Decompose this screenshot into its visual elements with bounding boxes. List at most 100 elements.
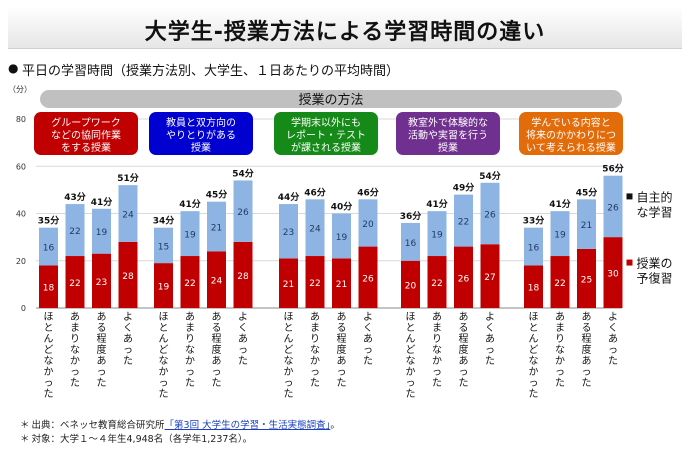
x-tick-label-char: あ: [459, 355, 469, 367]
x-tick-label-char: か: [310, 355, 320, 367]
x-tick-label-char: ん: [44, 333, 54, 345]
x-tick-label-char: な: [432, 344, 442, 356]
x-tick-label-char: ほ: [529, 311, 539, 323]
x-tick-label-char: な: [70, 344, 80, 356]
bar-self-value: 19: [96, 228, 108, 238]
x-tick-label-char: た: [529, 388, 539, 400]
bar-self: [550, 211, 570, 257]
x-tick-label-char: 度: [97, 343, 107, 356]
bar-total-label: 46分: [357, 186, 379, 198]
chart-subtitle: 平日の学習時間（授業方法別、大学生、１日あたりの平均時間）: [22, 64, 400, 79]
x-tick-label-char: な: [406, 355, 416, 367]
bar-prep: [603, 237, 623, 308]
x-tick-label-char: よ: [485, 311, 495, 323]
x-tick-label-char: た: [406, 388, 416, 400]
x-tick-label-char: ど: [406, 344, 416, 356]
x-tick-label-char: っ: [212, 367, 222, 378]
x-tick-label-char: と: [529, 322, 539, 334]
group-label-box: [274, 112, 378, 155]
x-tick-label-char: っ: [406, 378, 416, 389]
x-tick-label-char: ま: [70, 322, 80, 334]
x-tick-label-char: あ: [70, 311, 80, 323]
bar-self: [154, 227, 173, 264]
bar-total-label: 36分: [400, 210, 422, 222]
source-link[interactable]: 「第3回 大学生の学習・生活実態調査」: [164, 420, 331, 431]
legend-label-prep: 授業の: [637, 256, 673, 271]
group-label-box: [149, 112, 253, 155]
y-axis-unit: （分）: [8, 85, 32, 94]
bar-prep-value: 21: [336, 280, 347, 290]
bar-prep-value: 20: [405, 281, 417, 291]
x-tick-label-char: な: [44, 355, 54, 367]
bar-self-value: 26: [607, 203, 619, 213]
x-tick-label-char: っ: [159, 378, 169, 389]
bar-self-value: 21: [581, 221, 592, 231]
bar-prep: [279, 258, 298, 308]
bar-self-value: 19: [554, 231, 566, 241]
x-tick-label-char: た: [555, 377, 565, 389]
x-tick-label-char: と: [406, 322, 416, 334]
target-text: 対象：大学１～４年生4,948名（各学年1,237名）。: [31, 434, 253, 445]
x-tick-label-char: ほ: [159, 311, 169, 323]
x-tick-label-char: あ: [212, 311, 222, 323]
x-tick-label-char: か: [555, 355, 565, 367]
x-tick-label-char: か: [159, 366, 169, 378]
y-tick-label: 0: [21, 304, 26, 313]
bar-self-value: 24: [309, 225, 321, 235]
bar-prep: [180, 256, 200, 308]
x-tick-label-char: あ: [337, 355, 347, 367]
group-label-line: 授業: [191, 141, 211, 154]
bar-self: [180, 211, 200, 257]
bar-total-label: 56分: [602, 163, 624, 175]
x-tick-label-char: く: [608, 323, 618, 334]
bar-total-label: 41分: [179, 198, 201, 210]
bar-self-value: 19: [431, 231, 443, 241]
bar-prep-value: 18: [528, 284, 540, 294]
x-tick-label-char: あ: [432, 311, 442, 323]
bar-prep-value: 19: [158, 283, 170, 293]
bar-prep: [550, 256, 570, 308]
group-label-line: 教員と双方向の: [166, 116, 236, 129]
x-tick-label-char: ど: [284, 344, 294, 356]
x-tick-label-char: ま: [432, 322, 442, 334]
group-label-line: 将来のかかわりにつ: [526, 130, 616, 142]
bar-prep: [65, 256, 85, 308]
x-tick-label-char: 度: [459, 343, 469, 356]
bar-self-value: 23: [283, 228, 294, 238]
x-tick-label-char: る: [459, 322, 469, 334]
x-tick-label-char: っ: [485, 345, 495, 356]
bar-prep-value: 22: [554, 279, 565, 289]
x-tick-label-char: か: [406, 366, 416, 378]
legend-label-self: 自主的: [637, 189, 673, 204]
x-tick-label-char: り: [432, 333, 442, 345]
x-tick-label-char: と: [159, 322, 169, 334]
x-tick-label-char: る: [97, 322, 107, 334]
bar-prep: [577, 248, 596, 308]
bar-self: [454, 194, 473, 247]
x-tick-label-char: た: [97, 377, 107, 389]
x-tick-label-char: か: [432, 355, 442, 367]
x-tick-label-char: た: [459, 377, 469, 389]
bar-self-value: 16: [528, 244, 540, 254]
bar-total-label: 54分: [479, 170, 501, 182]
bar-prep: [332, 258, 351, 308]
x-tick-label-char: と: [284, 322, 294, 334]
bar-self: [305, 199, 325, 257]
x-tick-label-char: あ: [582, 355, 592, 367]
bar-prep: [207, 251, 226, 308]
x-tick-label-char: た: [310, 377, 320, 389]
x-tick-label-char: な: [310, 344, 320, 356]
bar-prep-value: 27: [484, 273, 495, 283]
bar-total-label: 35分: [38, 215, 60, 227]
bar-prep-value: 25: [581, 275, 592, 285]
x-tick-label-char: た: [485, 355, 495, 367]
x-tick-label-char: か: [44, 366, 54, 378]
bar-total-label: 45分: [576, 186, 598, 198]
bar-total-label: 54分: [232, 167, 254, 179]
group-label-line: が課される授業: [291, 141, 361, 154]
x-tick-label-char: 程: [212, 333, 222, 345]
bar-prep: [358, 246, 378, 308]
y-tick-label: 20: [16, 257, 26, 266]
x-tick-label-char: く: [238, 323, 248, 334]
